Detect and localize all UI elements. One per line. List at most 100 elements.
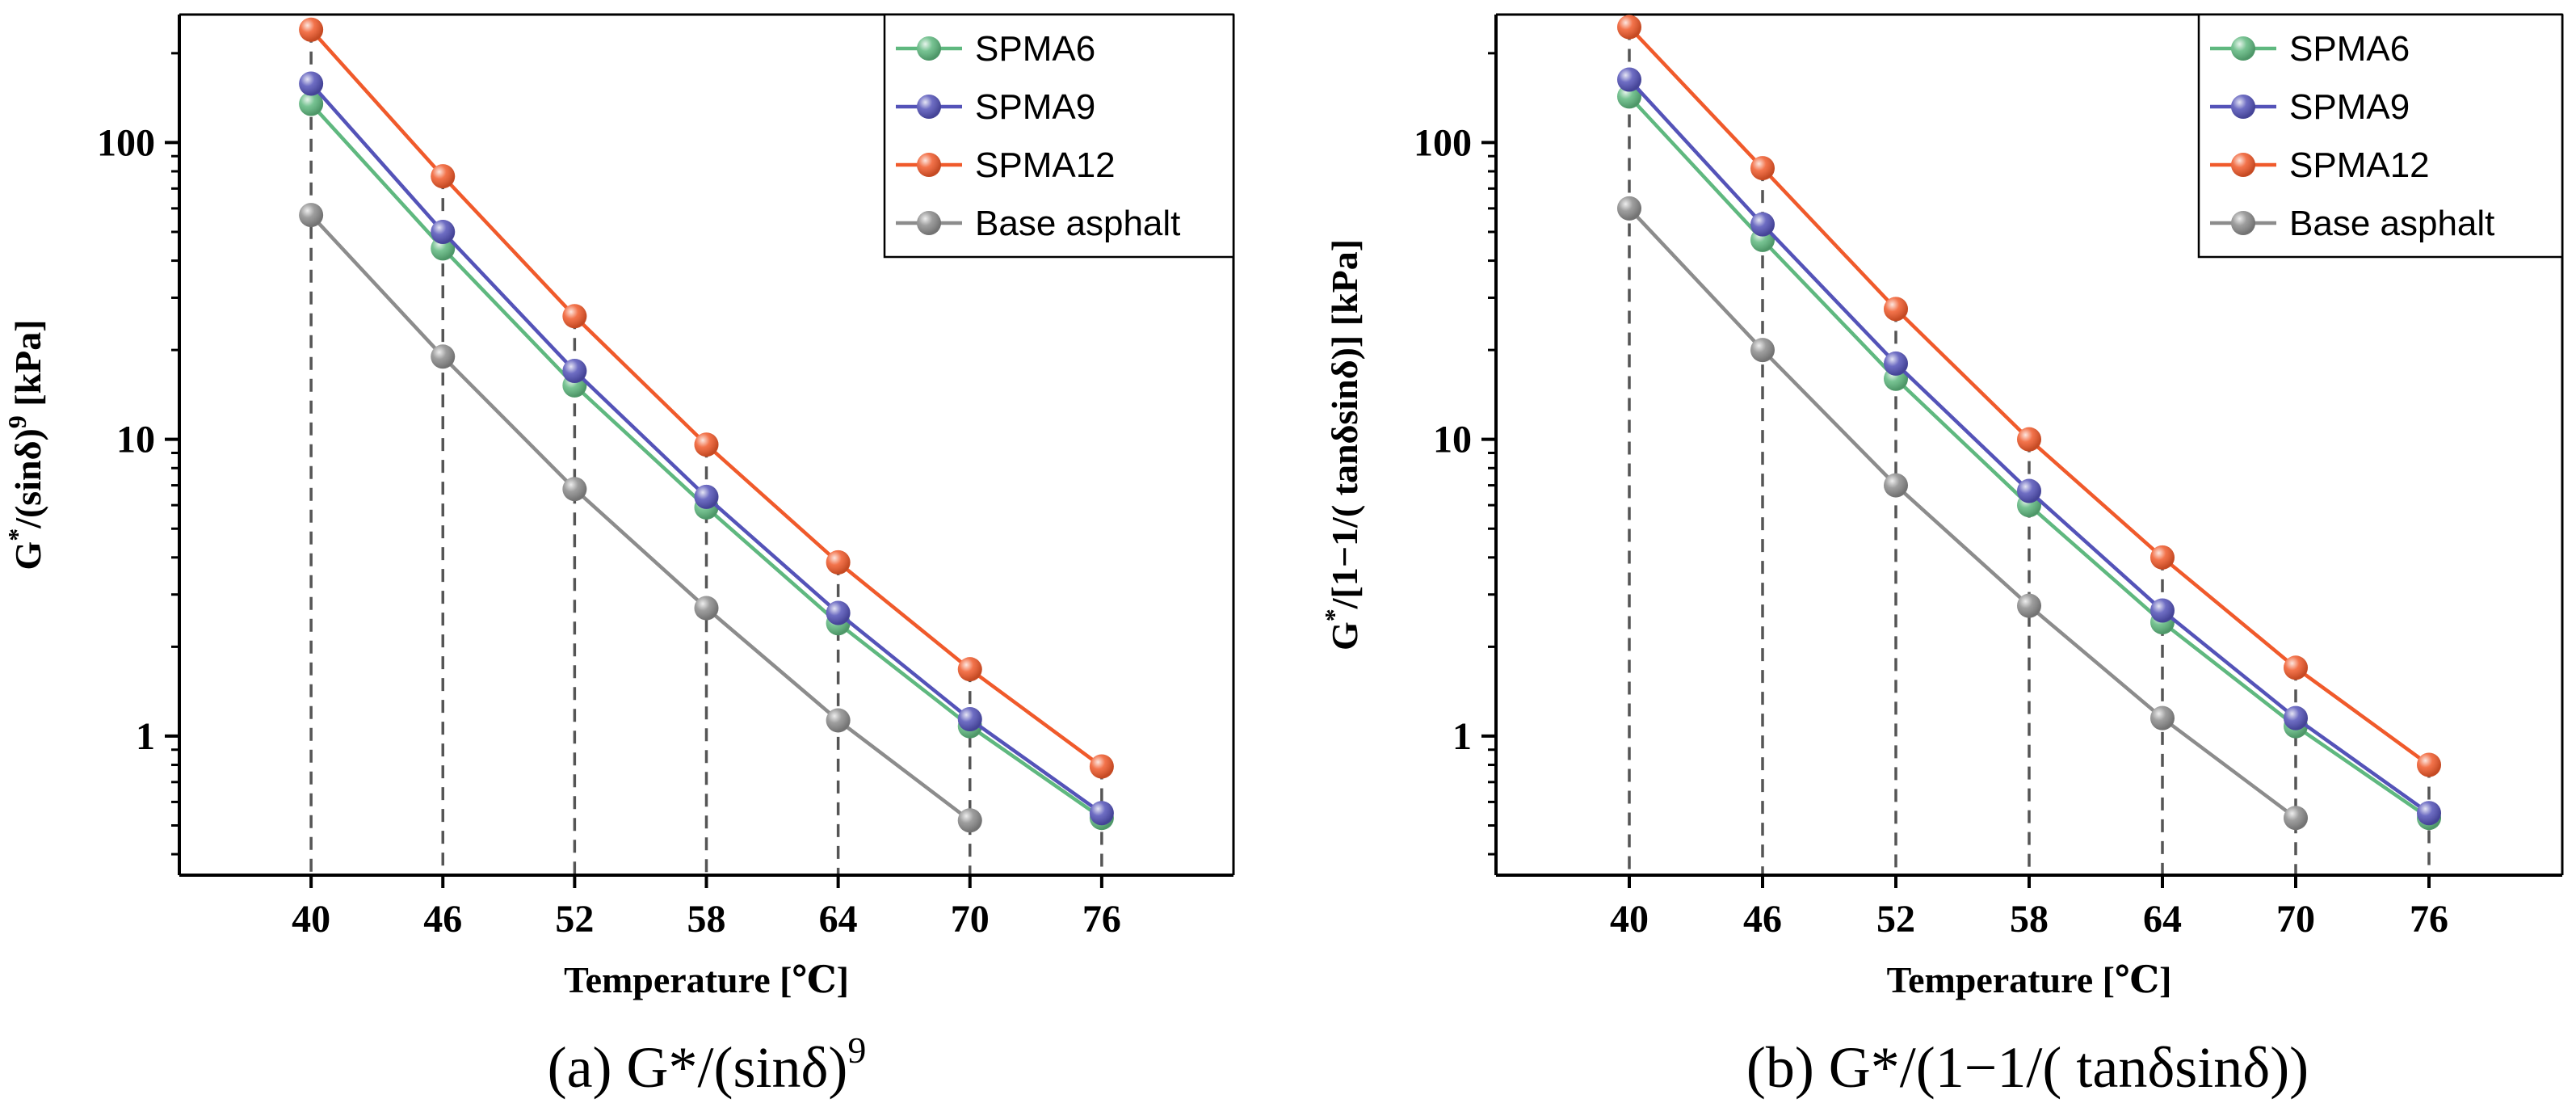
data-point-base-asphalt-70 (957, 808, 982, 833)
legend-label-spma12: SPMA12 (975, 145, 1116, 185)
y-axis-title-ylabel-sup2: 9 (2, 415, 32, 428)
y-tick-label-100: 100 (1414, 121, 1472, 164)
x-axis-title: Temperature [℃] (1887, 959, 2172, 1000)
data-point-spma12-46 (1750, 156, 1775, 181)
data-point-spma12-70 (957, 657, 982, 682)
data-point-spma9-40 (299, 71, 324, 96)
legend-label-spma6: SPMA6 (975, 29, 1095, 69)
data-point-spma9-52 (562, 359, 587, 384)
series-line-base-asphalt (309, 213, 972, 823)
y-axis-title-ylabel-main: G (7, 541, 48, 571)
data-point-base-asphalt-40 (299, 203, 324, 228)
data-point-base-asphalt-58 (2017, 593, 2041, 618)
y-axis-title-ylabel-mid: /(sinδ) (7, 428, 48, 529)
marker-sheen (694, 484, 719, 509)
legend-item-base-asphalt: Base asphalt (2210, 204, 2494, 243)
legend-marker-sheen (2231, 36, 2255, 61)
marker-sheen (2417, 801, 2441, 826)
data-point-base-asphalt-40 (1617, 196, 1641, 221)
marker-sheen (957, 808, 982, 833)
data-point-spma12-40 (1617, 15, 1641, 40)
data-point-base-asphalt-64 (826, 708, 851, 733)
marker-sheen (1617, 67, 1641, 92)
panel-caption-text: (b) G*/(1−1/( tanδsinδ)) (1746, 1035, 2309, 1100)
x-tick-label-76: 76 (2410, 898, 2448, 941)
x-tick-label-52: 52 (1876, 898, 1915, 941)
marker-sheen (1617, 84, 1641, 109)
marker-sheen (1750, 338, 1775, 363)
legend-marker-sheen (2231, 95, 2255, 119)
legend-box (883, 13, 1235, 259)
marker-sheen (1617, 196, 1641, 221)
marker-sheen (1884, 473, 1908, 498)
y-tick-label-1: 1 (136, 715, 155, 758)
marker-sheen (299, 17, 324, 42)
x-tick-label-58: 58 (2010, 898, 2049, 941)
data-point-base-asphalt-70 (2284, 806, 2308, 831)
marker-sheen (2284, 806, 2308, 831)
panel-caption-superscript: 9 (847, 1029, 866, 1071)
marker-sheen (2017, 478, 2041, 503)
y-tick-label-1: 1 (1452, 715, 1472, 758)
y-axis-title: G*/(sinδ)9 [kPa] (2, 319, 48, 570)
marker-sheen (1750, 212, 1775, 237)
y-axis-title-ylabel-end: [kPa] (7, 319, 48, 415)
marker-sheen (562, 304, 587, 329)
marker-sheen (2017, 593, 2041, 618)
x-tick-label-46: 46 (423, 898, 462, 941)
y-axis-title-ylabel-sup1: * (2, 528, 32, 541)
data-point-spma6-40 (299, 91, 324, 116)
marker-sheen (2150, 705, 2175, 731)
data-point-base-asphalt-46 (1750, 338, 1775, 363)
legend-label-spma9: SPMA9 (975, 87, 1095, 127)
marker-sheen (1884, 351, 1908, 376)
marker-sheen (431, 219, 456, 244)
marker-sheen (2284, 655, 2308, 680)
y-tick-label-10: 10 (116, 419, 155, 461)
marker-sheen (826, 600, 851, 625)
x-tick-label-46: 46 (1743, 898, 1782, 941)
legend-item-spma6: SPMA6 (896, 29, 1095, 69)
marker-sheen (562, 477, 587, 502)
marker-sheen (562, 359, 587, 384)
y-tick-label-10: 10 (1433, 419, 1472, 461)
legend-marker-sheen (2231, 153, 2255, 177)
data-point-spma12-52 (1884, 297, 1908, 322)
marker-sheen (1617, 15, 1641, 40)
chart-panel-a: 40 46 52 58 64 70 76 1 10 100 SPMA6 SPMA9 SPMA12 Base… (2, 13, 1235, 1100)
marker-sheen (2017, 427, 2041, 452)
x-tick-label-70: 70 (2276, 898, 2315, 941)
x-tick-label-76: 76 (1082, 898, 1121, 941)
marker-sheen (2150, 598, 2175, 623)
data-point-spma12-40 (299, 17, 324, 42)
data-point-spma12-64 (2150, 545, 2175, 570)
data-point-spma12-52 (562, 304, 587, 329)
data-point-base-asphalt-58 (694, 596, 719, 621)
marker-sheen (299, 71, 324, 96)
data-point-spma12-76 (1089, 754, 1114, 779)
data-point-base-asphalt-46 (431, 344, 456, 369)
y-axis-title-ylabel-mid: /[1−1/( tanδsinδ)] (1324, 335, 1365, 609)
marker-sheen (299, 203, 324, 228)
legend-marker-sheen (917, 153, 941, 177)
y-axis-title-ylabel-main: G (1324, 621, 1365, 651)
data-point-spma6-40 (1617, 84, 1641, 109)
data-point-spma9-70 (2284, 705, 2308, 731)
legend-item-spma12: SPMA12 (2210, 145, 2430, 185)
legend-label-base-asphalt: Base asphalt (975, 204, 1180, 243)
marker-sheen (1089, 754, 1114, 779)
data-point-spma9-70 (957, 707, 982, 732)
data-point-spma12-70 (2284, 655, 2308, 680)
legend-marker-sheen (917, 36, 941, 61)
series-line-base-asphalt (1628, 207, 2297, 819)
legend-marker-sheen (917, 211, 941, 235)
marker-sheen (1750, 156, 1775, 181)
marker-sheen (694, 596, 719, 621)
marker-sheen (299, 91, 324, 116)
data-point-spma9-76 (1089, 801, 1114, 826)
legend-label-spma12: SPMA12 (2289, 145, 2430, 185)
x-tick-label-52: 52 (555, 898, 594, 941)
panel-caption: (b) G*/(1−1/( tanδsinδ)) (1746, 1035, 2309, 1100)
legend-box (2197, 13, 2564, 259)
data-point-spma12-58 (694, 432, 719, 457)
